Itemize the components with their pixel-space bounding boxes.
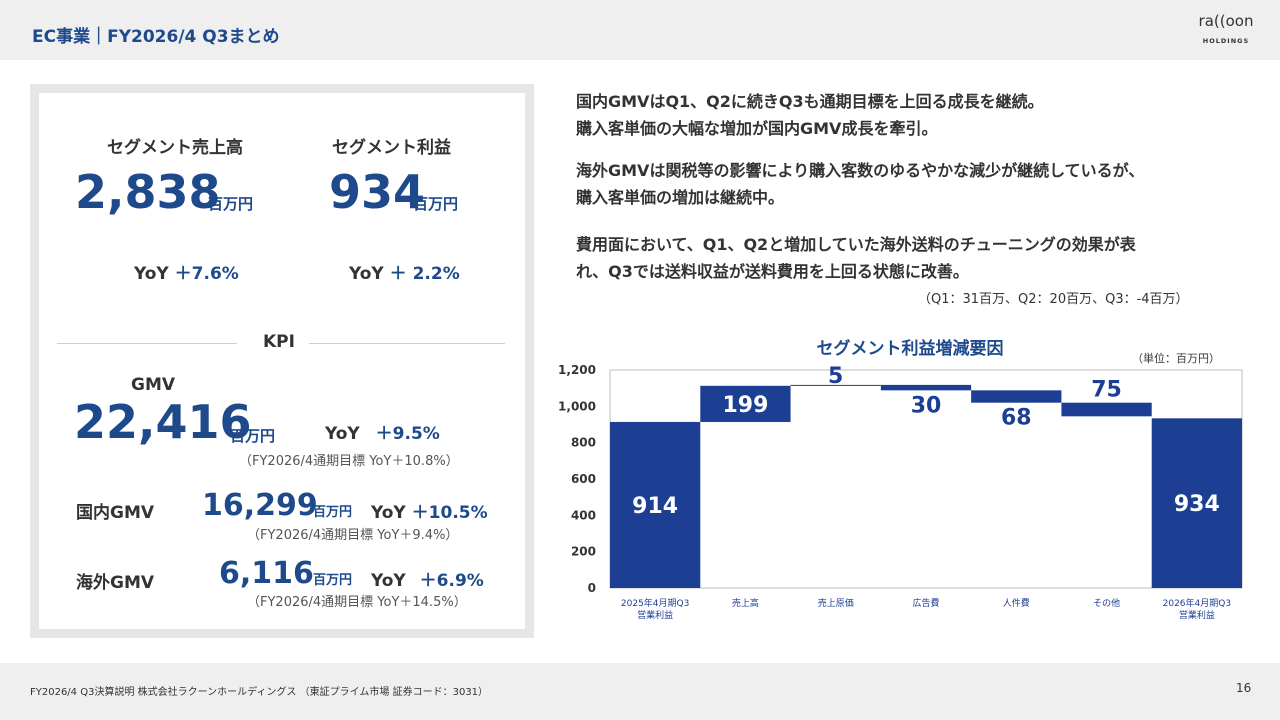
waterfall-bar (971, 390, 1062, 403)
y-tick-label: 600 (571, 472, 596, 486)
data-label: 30 (911, 393, 942, 418)
kpi-divider-right (309, 343, 505, 344)
x-category-label: 売上高 (732, 597, 759, 609)
domestic-gmv-label: 国内GMV (76, 503, 155, 523)
y-tick-label: 200 (571, 545, 596, 559)
sales-unit: 百万円 (208, 195, 254, 213)
waterfall-bar (790, 384, 881, 386)
y-tick-label: 0 (588, 581, 596, 595)
domestic-gmv-value: 16,299 (202, 488, 318, 523)
header-bar: EC事業｜FY2026/4 Q3まとめ ra((oon HOLDINGS (0, 0, 1280, 60)
logo-subtext: HOLDINGS (1202, 37, 1250, 45)
commentary-paragraph-1: 国内GMVはQ1、Q2に続きQ3も通期目標を上回る成長を継続。 購入客単価の大幅… (576, 88, 1044, 142)
chart-unit-label: （単位：百万円） (1132, 352, 1220, 365)
x-category-label: 人件費 (1003, 597, 1030, 609)
data-label: 75 (1091, 378, 1122, 403)
footer-bar: FY2026/4 Q3決算説明 株式会社ラクーンホールディングス （東証プライム… (0, 663, 1280, 720)
gmv-target-note: （FY2026/4通期目標 YoY＋10.8%） (239, 454, 459, 469)
commentary-paragraph-2: 海外GMVは関税等の影響により購入客数のゆるやかな減少が継続しているが、 購入客… (576, 157, 1144, 211)
waterfall-chart: 02004006008001,0001,2009142025年4月期Q3営業利益… (558, 363, 1243, 621)
waterfall-bar (1151, 418, 1242, 588)
overseas-gmv-yoy: YoY ＋6.9% (371, 566, 484, 591)
overseas-gmv-unit: 百万円 (313, 573, 353, 588)
company-logo: ra((oon HOLDINGS (1192, 12, 1260, 48)
x-category-label: 営業利益 (1179, 609, 1215, 621)
domestic-target-note: （FY2026/4通期目標 YoY＋9.4%） (247, 528, 459, 543)
commentary-p3-line1: 費用面において、Q1、Q2と増加していた海外送料のチューニングの効果が表 (576, 235, 1136, 254)
gmv-yoy-value: ＋9.5% (375, 424, 440, 444)
x-category-label: 2026年4月期Q3 (1163, 597, 1231, 609)
kpi-divider-left (57, 343, 237, 344)
sales-label: セグメント売上高 (107, 138, 243, 158)
waterfall-bar (610, 421, 701, 588)
sales-yoy-value: ＋7.6% (174, 264, 239, 284)
chart-title: セグメント利益増減要因 (816, 339, 1004, 359)
logo-wordmark: ra((oon (1198, 12, 1254, 30)
commentary-paragraph-3: 費用面において、Q1、Q2と増加していた海外送料のチューニングの効果が表 れ、Q… (576, 231, 1136, 285)
kpi-heading: KPI (263, 332, 295, 352)
sales-value: 2,838 (75, 165, 221, 219)
data-label: 199 (722, 393, 768, 418)
overseas-gmv-value: 6,116 (219, 556, 314, 591)
x-category-label: 2025年4月期Q3 (621, 597, 689, 609)
data-label: 934 (1174, 492, 1220, 517)
profit-yoy-value: ＋ 2.2% (389, 264, 460, 284)
gmv-unit: 百万円 (230, 427, 276, 445)
profit-yoy-label: YoY (349, 264, 384, 284)
profit-unit: 百万円 (413, 195, 459, 213)
domestic-yoy-label: YoY (371, 503, 406, 523)
overseas-yoy-value: ＋6.9% (419, 571, 484, 591)
y-tick-label: 400 (571, 508, 596, 522)
overseas-yoy-label: YoY (371, 571, 406, 591)
domestic-gmv-yoy: YoY ＋10.5% (371, 498, 488, 523)
waterfall-bar (700, 385, 791, 422)
commentary-shipping-note: （Q1：31百万、Q2：20百万、Q3：-4百万） (918, 292, 1189, 307)
commentary-p2-line1: 海外GMVは関税等の影響により購入客数のゆるやかな減少が継続しているが、 (576, 161, 1145, 180)
domestic-yoy-value: ＋10.5% (411, 503, 488, 523)
x-category-label: 広告費 (912, 597, 939, 609)
summary-panel-inner: セグメント売上高 2,838 百万円 YoY ＋7.6% セグメント利益 934… (39, 93, 525, 629)
x-category-label: 営業利益 (637, 609, 673, 621)
page-title: EC事業｜FY2026/4 Q3まとめ (32, 27, 280, 47)
sales-yoy-label: YoY (134, 264, 169, 284)
commentary-p2-line2: 購入客単価の増加は継続中。 (576, 188, 785, 207)
commentary-p3-line2: れ、Q3では送料収益が送料費用を上回る状態に改善。 (576, 262, 969, 281)
domestic-gmv-unit: 百万円 (313, 505, 353, 520)
commentary-p1-line1: 国内GMVはQ1、Q2に続きQ3も通期目標を上回る成長を継続。 (576, 92, 1044, 111)
profit-label: セグメント利益 (332, 138, 451, 158)
data-label: 5 (828, 364, 843, 389)
footer-caption: FY2026/4 Q3決算説明 株式会社ラクーンホールディングス （東証プライム… (30, 687, 489, 698)
overseas-gmv-label: 海外GMV (76, 573, 155, 593)
gmv-yoy-label: YoY (325, 424, 360, 444)
waterfall-bar (1061, 402, 1152, 417)
y-tick-label: 800 (571, 436, 596, 450)
gmv-value: 22,416 (74, 395, 252, 449)
summary-panel: セグメント売上高 2,838 百万円 YoY ＋7.6% セグメント利益 934… (30, 84, 534, 638)
gmv-label: GMV (131, 375, 176, 395)
profit-value: 934 (329, 165, 426, 219)
gmv-yoy: YoY ＋9.5% (325, 419, 440, 444)
x-category-label: 売上原価 (818, 597, 854, 609)
profit-yoy: YoY ＋ 2.2% (349, 259, 460, 284)
waterfall-bar (880, 384, 972, 391)
y-tick-label: 1,200 (558, 363, 596, 377)
page-number: 16 (1236, 681, 1252, 695)
overseas-target-note: （FY2026/4通期目標 YoY＋14.5%） (247, 595, 467, 610)
data-label: 914 (632, 494, 678, 519)
sales-yoy: YoY ＋7.6% (134, 259, 239, 284)
y-tick-label: 1,000 (558, 399, 596, 413)
x-category-label: その他 (1093, 597, 1120, 609)
data-label: 68 (1001, 406, 1032, 431)
commentary-p1-line2: 購入客単価の大幅な増加が国内GMV成長を牽引。 (576, 119, 938, 138)
